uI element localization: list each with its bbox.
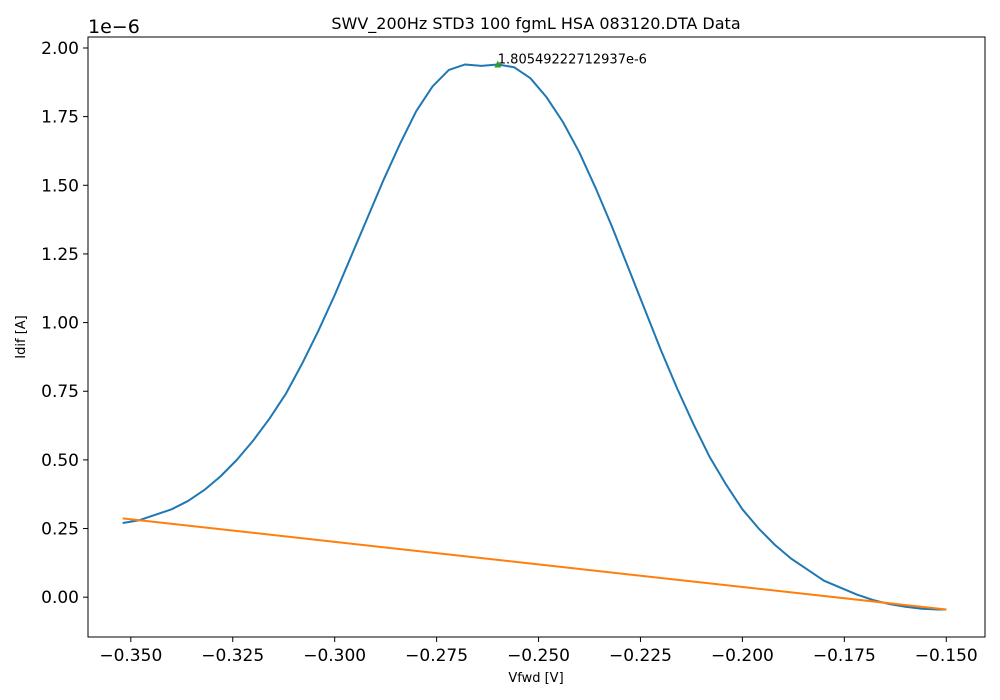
series-line-1 [122, 63, 947, 611]
y-tick-label: 0.75 [41, 382, 79, 402]
y-tick-label: 0.00 [41, 588, 79, 608]
x-tick-label: −0.175 [813, 646, 876, 666]
x-axis-label: Vfwd [V] [508, 671, 563, 686]
plot-frame [87, 36, 986, 638]
x-tick-label: −0.150 [915, 646, 978, 666]
y-tick-label: 0.50 [41, 451, 79, 471]
y-tick-label: 0.25 [41, 520, 79, 540]
x-tick-label: −0.225 [609, 646, 672, 666]
y-axis-ticks: 0.00 0.25 0.50 0.75 1.00 1.25 1.50 1.75 2.00 [41, 39, 88, 608]
y-tick-label: 1.75 [41, 108, 79, 128]
peak-marker [494, 60, 502, 68]
y-tick-label: 1.50 [41, 176, 79, 196]
y-tick-label: 1.00 [41, 314, 79, 334]
peak-annotation: 1.80549222712937e-6 [498, 52, 647, 67]
x-tick-label: −0.350 [99, 646, 162, 666]
y-axis-label: Idif [A] [14, 315, 29, 358]
x-tick-label: −0.250 [507, 646, 570, 666]
y-offset-label: 1e−6 [88, 16, 140, 38]
x-tick-label: −0.300 [303, 646, 366, 666]
chart-title: SWV_200Hz STD3 100 fgmL HSA 083120.DTA D… [331, 14, 740, 34]
x-tick-label: −0.200 [711, 646, 774, 666]
y-tick-label: 1.25 [41, 245, 79, 265]
x-axis-ticks: −0.350 −0.325 −0.300 −0.275 −0.250 −0.225 −0.2… [99, 637, 978, 666]
x-tick-label: −0.325 [201, 646, 264, 666]
plot-area [87, 36, 986, 638]
y-tick-label: 2.00 [41, 39, 79, 59]
x-tick-label: −0.275 [405, 646, 468, 666]
series-line-2 [122, 517, 947, 611]
